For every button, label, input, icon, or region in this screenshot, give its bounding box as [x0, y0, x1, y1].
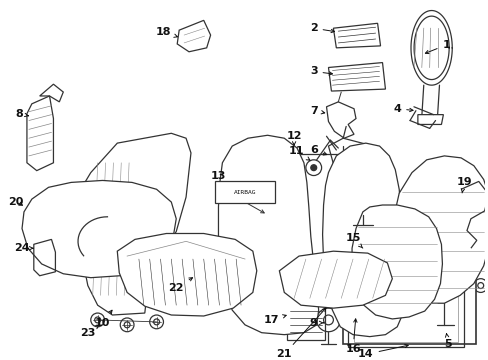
Polygon shape: [351, 205, 442, 319]
Text: 3: 3: [309, 66, 332, 76]
Circle shape: [310, 165, 316, 171]
Text: 16: 16: [345, 319, 360, 354]
Text: 11: 11: [288, 146, 309, 160]
Text: AIRBAG: AIRBAG: [233, 190, 256, 195]
Polygon shape: [392, 156, 488, 303]
FancyBboxPatch shape: [214, 181, 275, 203]
Text: 9: 9: [309, 318, 323, 328]
Text: 18: 18: [155, 27, 177, 37]
Text: 8: 8: [15, 109, 28, 119]
Polygon shape: [279, 251, 391, 308]
Text: 10: 10: [95, 310, 112, 328]
Polygon shape: [417, 114, 443, 125]
Text: 17: 17: [263, 315, 285, 325]
Polygon shape: [322, 143, 404, 337]
Polygon shape: [117, 234, 256, 316]
Text: 24: 24: [14, 243, 33, 253]
Polygon shape: [22, 180, 176, 278]
Text: 21: 21: [276, 308, 325, 359]
Polygon shape: [218, 135, 318, 335]
Text: 2: 2: [309, 23, 334, 33]
Circle shape: [262, 202, 272, 212]
Text: 4: 4: [392, 104, 412, 114]
Text: 20: 20: [8, 197, 24, 207]
Text: 22: 22: [168, 278, 192, 293]
Text: 23: 23: [80, 325, 99, 338]
Text: 15: 15: [345, 233, 362, 248]
FancyBboxPatch shape: [343, 192, 475, 345]
Text: 7: 7: [309, 106, 324, 116]
Text: 1: 1: [425, 40, 449, 54]
Text: 5: 5: [444, 334, 451, 350]
Text: 12: 12: [286, 131, 301, 145]
Text: 14: 14: [357, 345, 407, 359]
Text: 19: 19: [455, 177, 471, 193]
Polygon shape: [81, 133, 191, 315]
Text: 13: 13: [210, 171, 232, 189]
Text: 6: 6: [309, 145, 326, 155]
